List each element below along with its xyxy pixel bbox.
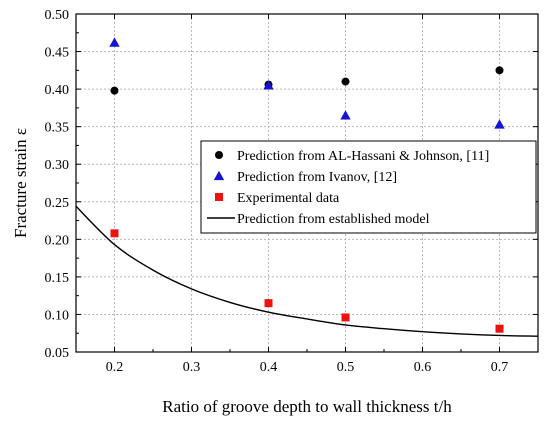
legend: Prediction from AL-Hassani & Johnson, [1… xyxy=(200,140,537,234)
circle-data-point xyxy=(341,77,350,86)
y-tick-label: 0.50 xyxy=(45,8,70,23)
y-tick-label: 0.40 xyxy=(45,83,70,98)
legend-triangle-swatch xyxy=(213,170,225,181)
y-tick-label: 0.45 xyxy=(45,46,70,61)
legend-entry-label: Experimental data xyxy=(237,191,340,206)
legend-entry-label: Prediction from Ivanov, [12] xyxy=(237,170,397,185)
triangle-data-point xyxy=(340,110,351,120)
model-prediction-curve xyxy=(75,205,539,337)
triangle-data-point xyxy=(263,80,274,90)
legend-box xyxy=(200,140,537,234)
y-tick-label: 0.25 xyxy=(45,196,70,211)
y-axis-title: Fracture strain ε xyxy=(11,128,30,238)
square-data-point xyxy=(341,313,350,322)
x-tick-label: 0.7 xyxy=(491,360,509,375)
x-tick-label: 0.6 xyxy=(414,360,432,375)
x-tick-label: 0.5 xyxy=(337,360,355,375)
y-tick-label: 0.15 xyxy=(45,271,70,286)
y-tick-label: 0.10 xyxy=(45,308,70,323)
triangle-data-point xyxy=(494,119,505,129)
y-tick-label: 0.20 xyxy=(45,233,70,248)
y-tick-label: 0.30 xyxy=(45,158,70,173)
y-tick-label: 0.35 xyxy=(45,121,70,136)
x-tick-label: 0.2 xyxy=(106,360,124,375)
circle-data-point xyxy=(495,66,504,75)
legend-entry-label: Prediction from established model xyxy=(237,212,430,227)
axis-ticks: 0.2 0.3 0.4 0.5 0.6 0.7 0.05 0.10 0.15 0.20 0.25 0.… xyxy=(45,8,539,375)
x-tick-label: 0.3 xyxy=(183,360,201,375)
y-tick-label: 0.05 xyxy=(45,346,70,361)
circle-data-point xyxy=(110,86,119,95)
square-data-point xyxy=(264,299,273,308)
x-axis-title: Ratio of groove depth to wall thickness … xyxy=(162,397,452,416)
x-tick-label: 0.4 xyxy=(260,360,278,375)
legend-square-swatch xyxy=(215,193,223,201)
square-data-point xyxy=(495,324,504,333)
data-markers xyxy=(109,37,505,333)
triangle-data-point xyxy=(109,37,120,47)
legend-entry-label: Prediction from AL-Hassani & Johnson, [1… xyxy=(237,149,489,164)
model-curve-layer xyxy=(75,205,539,337)
legend-circle-swatch xyxy=(215,151,223,159)
square-data-point xyxy=(110,229,119,238)
